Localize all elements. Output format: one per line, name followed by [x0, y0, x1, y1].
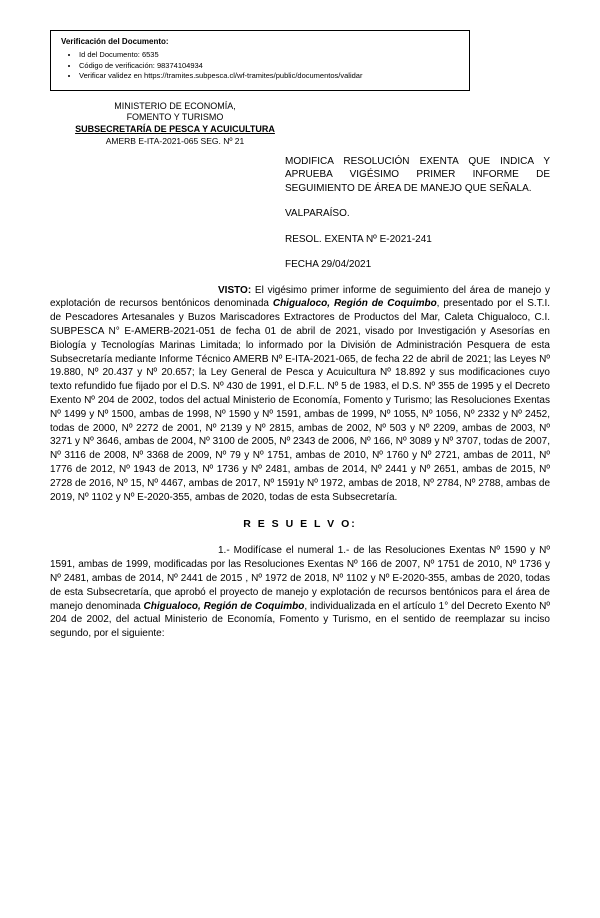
resuelvo-para1: 1.- Modifícase el numeral 1.- de las Res…: [50, 544, 550, 641]
resuelvo-heading: R E S U E L V O:: [50, 518, 550, 530]
verification-item: Código de verificación: 98374104934: [79, 61, 459, 72]
fecha-line: FECHA 29/04/2021: [285, 258, 550, 272]
ministry-subsecretaria: SUBSECRETARÍA DE PESCA Y ACUICULTURA: [50, 124, 300, 136]
visto-area-name: Chigualoco, Región de Coquimbo: [273, 298, 437, 309]
document-page: Verificación del Documento: Id del Docum…: [0, 0, 600, 918]
header-right-block: MODIFICA RESOLUCIÓN EXENTA QUE INDICA Y …: [285, 155, 550, 272]
visto-label: VISTO:: [218, 285, 251, 296]
verification-item: Verificar validez en https://tramites.su…: [79, 71, 459, 82]
visto-paragraph: VISTO: El vigésimo primer informe de seg…: [50, 284, 550, 505]
verification-box: Verificación del Documento: Id del Docum…: [50, 30, 470, 91]
ministry-block: MINISTERIO DE ECONOMÍA, FOMENTO Y TURISM…: [50, 101, 300, 147]
city-line: VALPARAÍSO.: [285, 207, 550, 221]
verification-heading: Verificación del Documento:: [61, 37, 459, 46]
ministry-line2: FOMENTO Y TURISMO: [50, 112, 300, 124]
resolution-number: RESOL. EXENTA Nº E-2021-241: [285, 233, 550, 247]
verification-list: Id del Documento: 6535 Código de verific…: [61, 50, 459, 82]
para1-area-name: Chigualoco, Región de Coquimbo: [144, 601, 305, 612]
ministry-reference: AMERB E-ITA-2021-065 SEG. Nº 21: [50, 136, 300, 147]
verification-item: Id del Documento: 6535: [79, 50, 459, 61]
visto-text2: , presentado por el S.T.I. de Pescadores…: [50, 298, 550, 502]
ministry-line1: MINISTERIO DE ECONOMÍA,: [50, 101, 300, 113]
resolution-title: MODIFICA RESOLUCIÓN EXENTA QUE INDICA Y …: [285, 155, 550, 196]
